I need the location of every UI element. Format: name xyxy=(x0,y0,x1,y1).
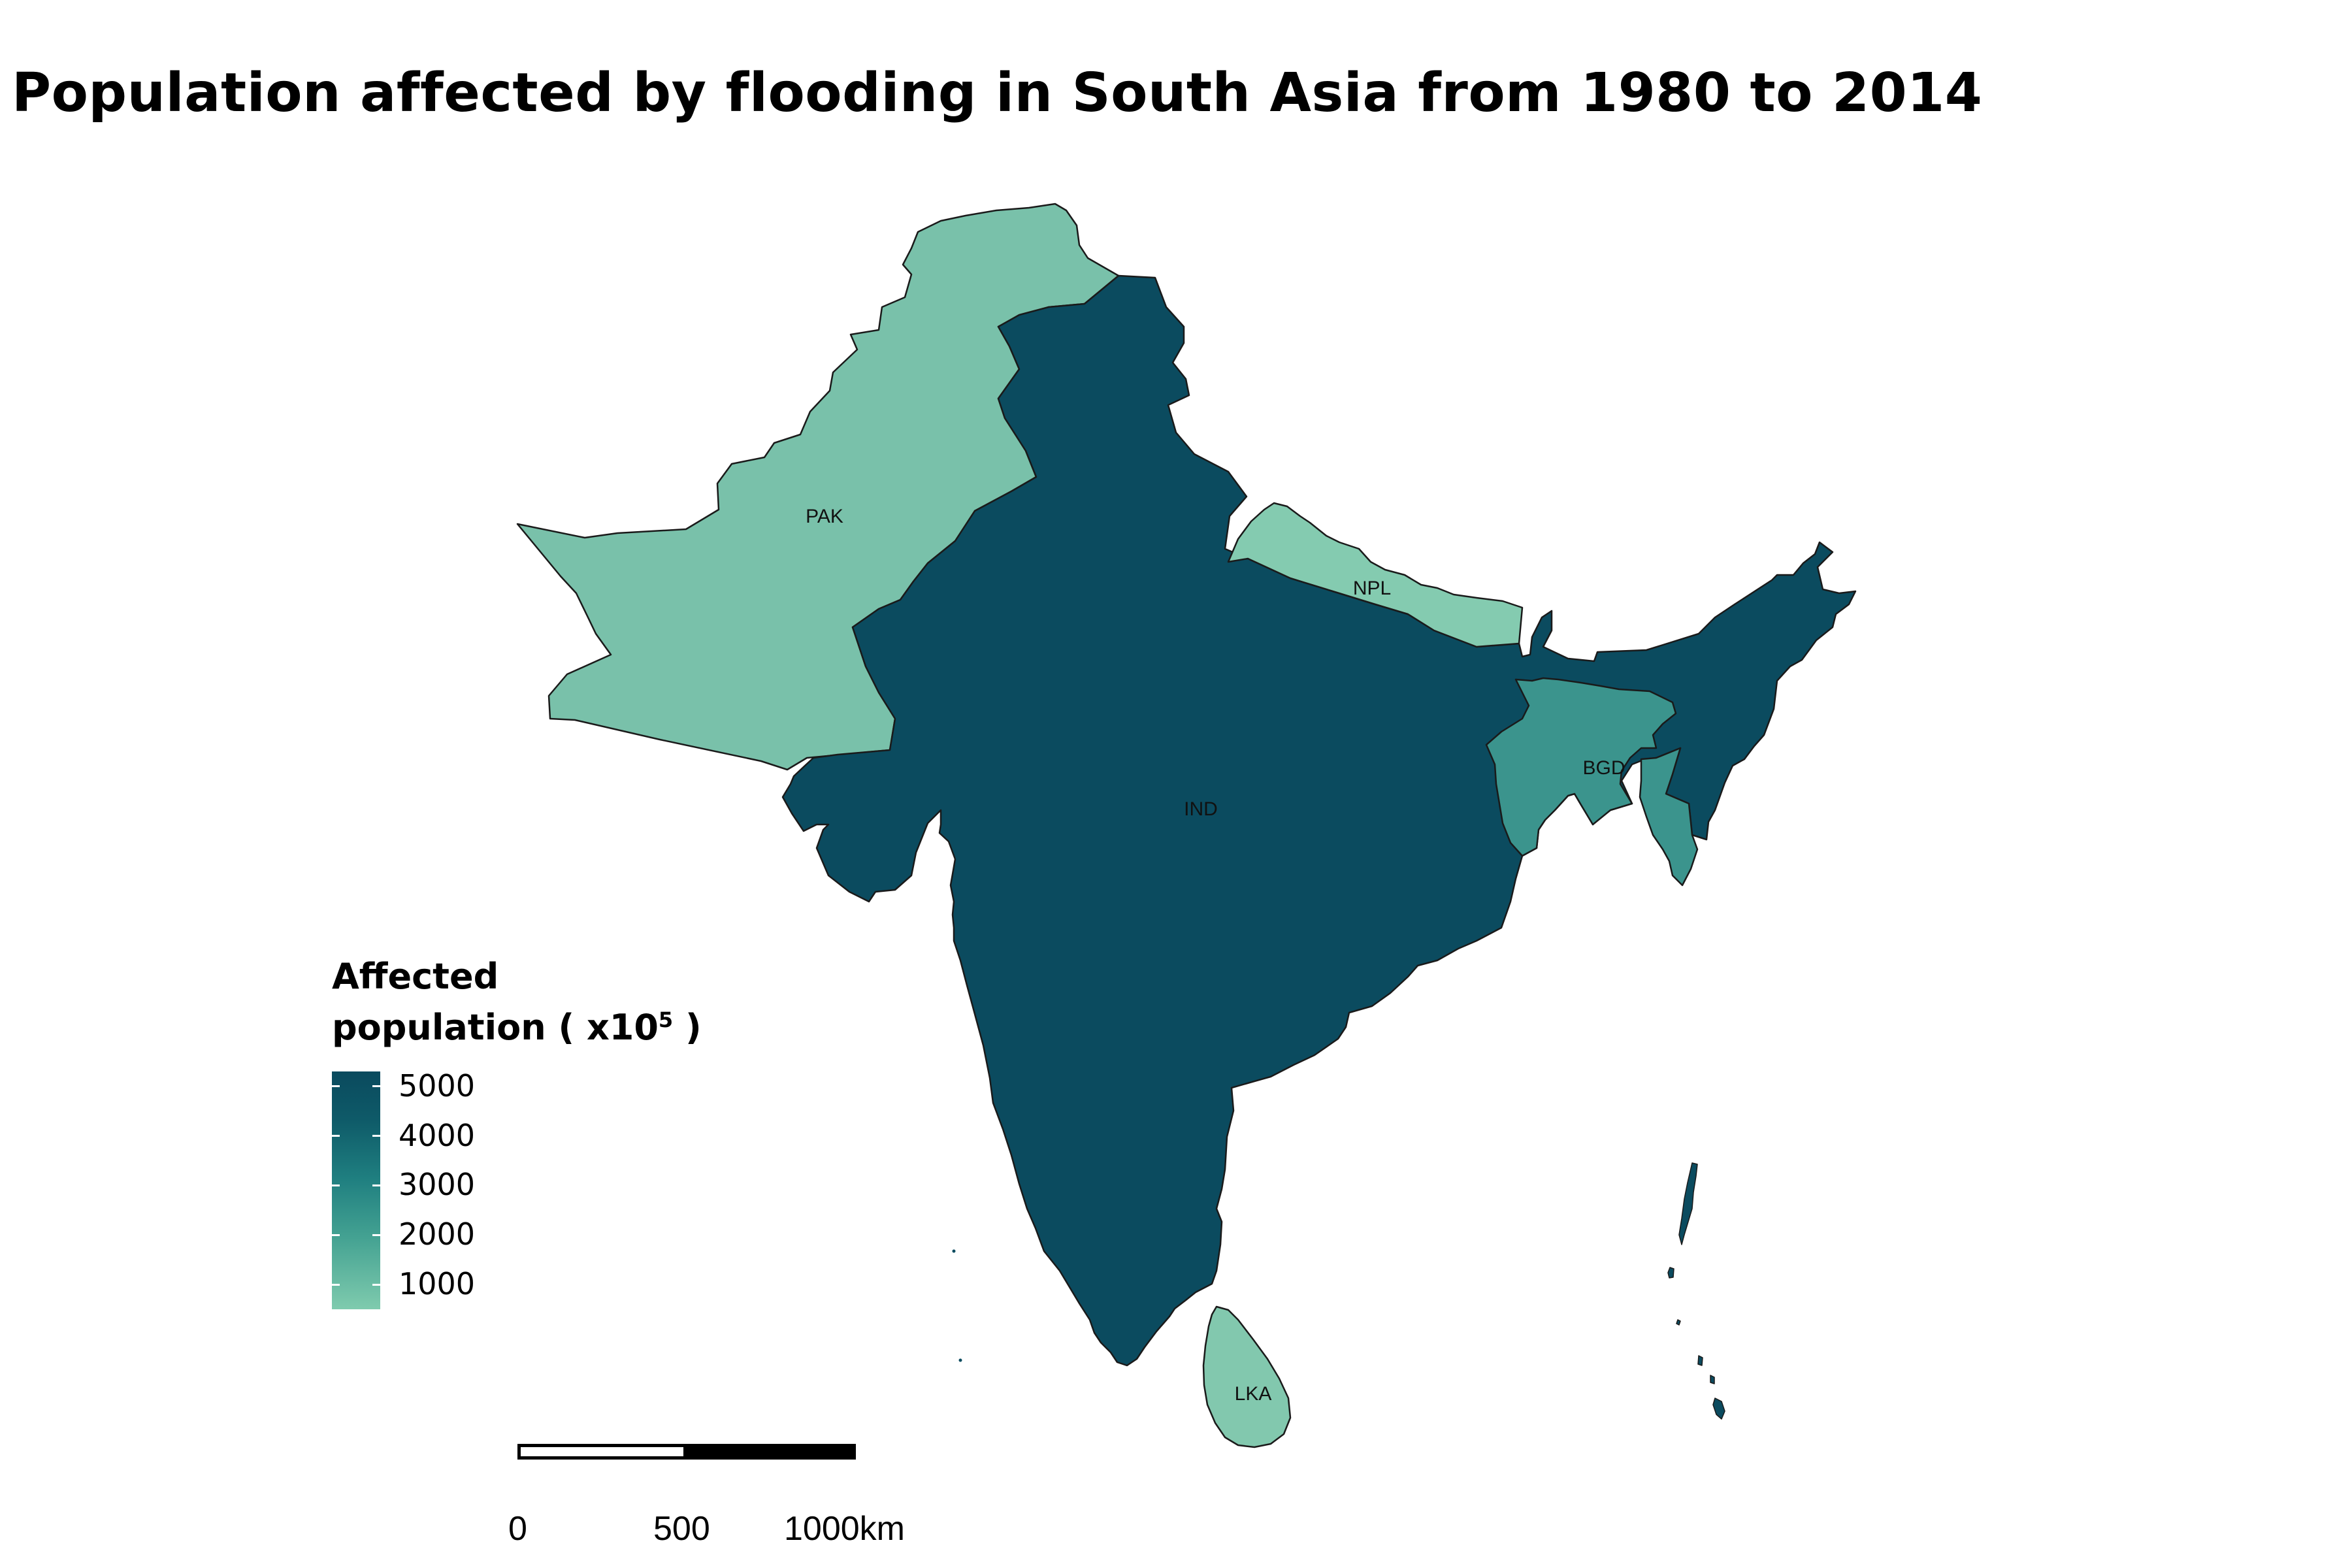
label-lka: LKA xyxy=(1235,1383,1272,1405)
label-bgd: BGD xyxy=(1582,757,1625,779)
legend-tick-2000 xyxy=(332,1233,380,1236)
country-bangladesh[interactable] xyxy=(1485,677,1699,887)
scale-bar-segment-1 xyxy=(517,1444,687,1460)
legend-label-2000: 2000 xyxy=(399,1217,476,1252)
lakshadweep-island-2 xyxy=(958,1358,962,1362)
legend-tick-5000 xyxy=(332,1085,380,1088)
label-pak: PAK xyxy=(806,506,843,527)
legend-label-1000: 1000 xyxy=(399,1266,476,1302)
nicobar-island xyxy=(1676,1319,1681,1326)
andaman-island-small xyxy=(1667,1267,1674,1279)
legend-title-exponent: 5 xyxy=(658,1007,674,1032)
scale-label-0: 0 xyxy=(508,1510,527,1548)
label-ind: IND xyxy=(1184,798,1218,820)
legend-label-3000: 3000 xyxy=(399,1167,476,1203)
country-nepal[interactable] xyxy=(1227,502,1524,648)
label-npl: NPL xyxy=(1353,578,1391,599)
legend-title-suffix: ) xyxy=(673,1007,702,1048)
country-india[interactable] xyxy=(781,274,1857,1367)
legend-tick-3000 xyxy=(332,1184,380,1186)
scale-bar xyxy=(517,1444,856,1460)
legend-title-line2: population ( x105 ) xyxy=(332,998,702,1049)
legend-title-prefix: population ( x10 xyxy=(332,1007,659,1048)
scale-bar-segment-2 xyxy=(687,1444,856,1460)
scale-label-1000km: 1000km xyxy=(784,1510,905,1548)
legend-label-4000: 4000 xyxy=(399,1117,476,1153)
great-nicobar-island xyxy=(1712,1397,1725,1420)
legend-title-line1: Affected xyxy=(332,956,499,997)
andaman-islands xyxy=(1678,1162,1698,1245)
legend-tick-4000 xyxy=(332,1135,380,1137)
nicobar-island-3 xyxy=(1710,1375,1715,1384)
lakshadweep-island xyxy=(952,1249,956,1253)
legend-title: Affected population ( x105 ) xyxy=(332,955,702,1049)
country-sri-lanka[interactable] xyxy=(1202,1305,1292,1448)
map-title: Population affected by flooding in South… xyxy=(12,62,1983,124)
scale-label-500: 500 xyxy=(653,1510,710,1548)
legend-colorbar xyxy=(332,1071,380,1309)
legend-tick-1000 xyxy=(332,1283,380,1286)
legend-label-5000: 5000 xyxy=(399,1068,476,1103)
nicobar-island-2 xyxy=(1697,1355,1703,1366)
